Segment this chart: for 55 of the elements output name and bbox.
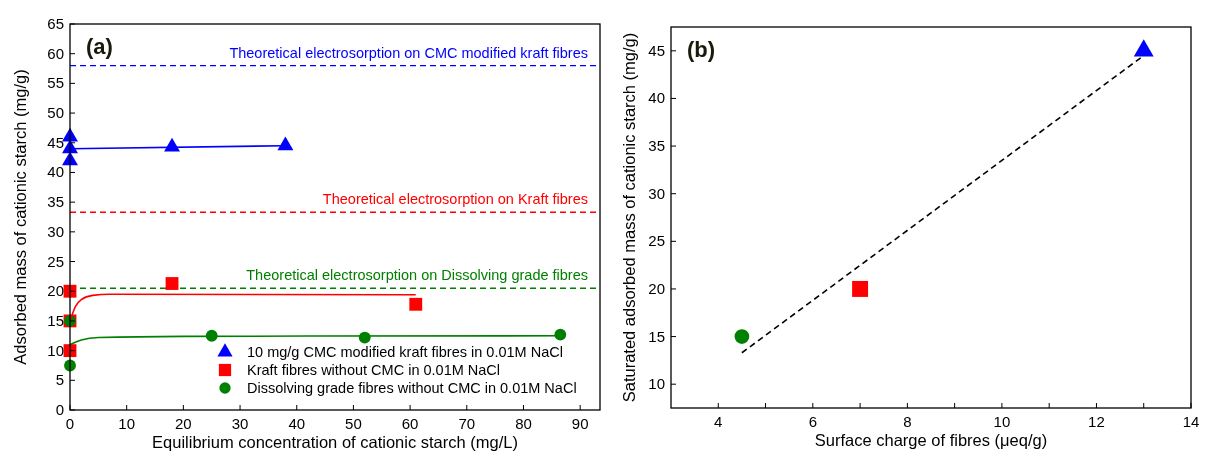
x-tick-label: 40 [288,415,306,432]
x-tick-label: 10 [118,415,136,432]
legend-label: Kraft fibres without CMC in 0.01M NaCl [247,362,501,378]
y-tick-label: 55 [47,74,64,92]
point [852,280,869,297]
x-tick-label: 20 [175,415,192,432]
y-axis-title: Adsorbed mass of cationic starch (mg/g) [11,69,29,365]
x-tick-label: 30 [231,415,249,432]
y-axis-title: Saturated adsorbed mass of cationic starch (mg/g) [620,32,638,403]
point [164,137,180,152]
y-tick-label: 15 [648,327,665,345]
y-tick-label: 25 [47,252,64,270]
y-tick-label: 30 [47,222,64,240]
y-tick-label: 65 [47,15,64,32]
x-tick-label: 60 [401,415,419,432]
y-tick-label: 35 [648,137,665,155]
y-tick-label: 25 [648,232,665,250]
y-tick-label: 20 [648,279,665,297]
y-tick-label: 20 [47,282,64,300]
y-tick-label: 0 [55,401,64,418]
x-tick-label: 4 [714,413,723,430]
y-tick-label: 45 [648,41,665,59]
y-tick-label: 10 [648,375,665,393]
x-axis-title: Surface charge of fibres (μeq/g) [814,431,1048,449]
y-tick-label: 35 [47,193,64,211]
ref-line-label: Theoretical electrosorption on Dissolving grade fibres [246,267,588,284]
point [1133,39,1154,57]
y-tick-label: 30 [648,184,665,202]
x-tick-label: 8 [903,413,912,430]
y-tick-label: 45 [47,133,64,151]
ref-line-label: Theoretical electrosorption on CMC modified kraft fibres [229,44,588,61]
x-tick-label: 6 [808,413,817,430]
x-tick-label: 50 [345,415,362,432]
y-tick-label: 60 [47,44,64,62]
y-tick-label: 40 [47,163,64,181]
y-tick-label: 15 [47,311,64,329]
x-tick-label: 90 [571,415,589,432]
legend-label: Dissolving grade fibres without CMC in 0.01M NaCl [247,380,577,396]
legend-label: 10 mg/g CMC modified kraft fibres in 0.01M NaCl [247,344,563,360]
x-axis-title: Equilibrium concentration of cationic starch (mg/L) [152,433,518,451]
x-tick-label: 10 [993,413,1011,430]
annotation: (b) [687,37,716,62]
x-tick-label: 14 [1182,413,1200,430]
y-tick-label: 40 [648,89,665,107]
point [165,277,179,290]
point [409,297,423,311]
y-tick-label: 5 [55,371,64,389]
x-tick-label: 12 [1088,413,1105,430]
y-tick-label: 10 [47,341,64,359]
x-tick-label: 80 [515,415,532,432]
ref-line-label: Theoretical electrosorption on Kraft fibres [322,191,588,208]
point [734,329,750,344]
y-tick-label: 50 [47,104,64,122]
annotation: (a) [86,34,113,59]
x-tick-label: 70 [458,415,476,432]
